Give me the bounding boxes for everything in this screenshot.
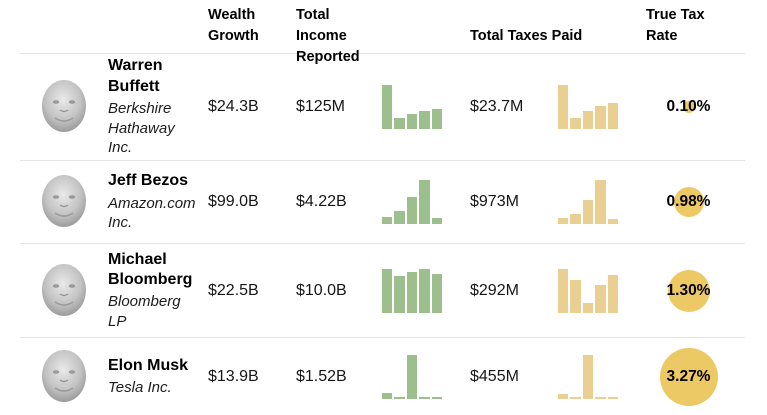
sparkline-bar bbox=[570, 396, 581, 399]
sparkline-bar bbox=[607, 218, 619, 224]
sparkline-bar bbox=[558, 217, 569, 224]
income-reported-value: $4.22B bbox=[296, 193, 347, 210]
portrait-photo-icon bbox=[42, 175, 86, 227]
wealth-growth-value: $99.0B bbox=[208, 193, 259, 210]
taxes-sparkline-chart bbox=[558, 180, 619, 224]
wealth-growth-value: $13.9B bbox=[208, 367, 259, 385]
wealth-growth-value: $22.5B bbox=[208, 281, 259, 299]
true-tax-rate-value: 0.98% bbox=[666, 193, 711, 210]
sparkline-bar bbox=[431, 109, 443, 129]
sparkline-bar bbox=[607, 102, 619, 129]
wealth-growth-value: $24.3B bbox=[208, 98, 259, 115]
income-reported-value: $125M bbox=[296, 98, 345, 115]
sparkline-bar bbox=[382, 268, 393, 313]
person-name: Michael Bloomberg bbox=[108, 250, 193, 288]
sparkline-bar bbox=[595, 285, 606, 313]
company-name: Berkshire Hathaway Inc. bbox=[108, 100, 175, 157]
column-header-wealth-growth: Wealth Growth bbox=[208, 7, 259, 45]
true-tax-rate-value: 0.10% bbox=[666, 98, 711, 115]
person-name: Elon Musk bbox=[108, 356, 189, 374]
column-header-true-tax-rate: True Tax Rate bbox=[646, 7, 705, 45]
sparkline-bar bbox=[595, 180, 606, 224]
taxes-paid-value: $973M bbox=[470, 193, 519, 210]
sparkline-bar bbox=[419, 180, 430, 224]
sparkline-bar bbox=[558, 85, 569, 129]
sparkline-bar bbox=[419, 396, 430, 399]
tax-rate-circle bbox=[682, 101, 695, 113]
person-name: Jeff Bezos bbox=[108, 172, 189, 190]
taxes-paid-value: $23.7M bbox=[470, 98, 524, 115]
column-header-total-income: Total Income Reported bbox=[296, 7, 360, 66]
income-sparkline-chart bbox=[382, 354, 443, 399]
table-row: Michael Bloomberg Bloomberg LP $22.5B $1… bbox=[20, 243, 745, 337]
taxes-sparkline-chart bbox=[558, 268, 619, 313]
income-reported-value: $1.52B bbox=[296, 367, 347, 385]
company-name: Bloomberg LP bbox=[108, 293, 181, 330]
sparkline-bar bbox=[394, 210, 405, 224]
sparkline-bar bbox=[582, 354, 594, 399]
avatar bbox=[20, 76, 108, 138]
table-row: Jeff Bezos Amazon.com Inc. $99.0B $4.22B… bbox=[20, 160, 745, 243]
person-name: Warren Buffett bbox=[108, 57, 163, 95]
sparkline-bar bbox=[570, 118, 581, 129]
tax-rate-circle bbox=[667, 269, 710, 312]
sparkline-bar bbox=[431, 218, 443, 224]
sparkline-bar bbox=[419, 268, 430, 313]
table-row: Warren Buffett Berkshire Hathaway Inc. $… bbox=[20, 53, 745, 160]
company-name: Amazon.com Inc. bbox=[108, 194, 196, 232]
sparkline-bar bbox=[394, 118, 405, 129]
sparkline-bar bbox=[607, 275, 619, 313]
sparkline-bar bbox=[406, 271, 418, 313]
sparkline-bar bbox=[394, 396, 405, 399]
true-tax-rate-value: 3.27% bbox=[666, 367, 711, 385]
sparkline-bar bbox=[394, 275, 405, 313]
sparkline-bar bbox=[582, 111, 594, 129]
sparkline-bar bbox=[558, 268, 569, 313]
column-header-total-taxes: Total Taxes Paid bbox=[470, 28, 583, 45]
table-row: Elon Musk Tesla Inc. $13.9B $1.52B $455M… bbox=[20, 337, 745, 415]
tax-rate-circle bbox=[659, 347, 718, 406]
sparkline-bar bbox=[595, 396, 606, 399]
taxes-sparkline-chart bbox=[558, 354, 619, 399]
sparkline-bar bbox=[419, 111, 430, 129]
sparkline-bar bbox=[406, 196, 418, 224]
sparkline-bar bbox=[607, 396, 619, 399]
income-sparkline-chart bbox=[382, 85, 443, 129]
sparkline-bar bbox=[582, 302, 594, 313]
taxes-sparkline-chart bbox=[558, 85, 619, 129]
sparkline-bar bbox=[406, 354, 418, 399]
portrait-photo-icon bbox=[42, 263, 86, 316]
avatar bbox=[20, 346, 108, 408]
sparkline-bar bbox=[570, 214, 581, 224]
taxes-paid-value: $292M bbox=[470, 281, 519, 299]
tax-rate-circle bbox=[673, 187, 704, 217]
table-header: Wealth Growth Total Income Reported Tota… bbox=[20, 0, 745, 65]
sparkline-bar bbox=[570, 279, 581, 313]
portrait-photo-icon bbox=[42, 349, 86, 402]
avatar bbox=[20, 171, 108, 233]
portrait-photo-icon bbox=[42, 80, 86, 132]
sparkline-bar bbox=[382, 85, 393, 129]
sparkline-bar bbox=[431, 396, 443, 399]
income-sparkline-chart bbox=[382, 180, 443, 224]
sparkline-bar bbox=[382, 217, 393, 224]
sparkline-bar bbox=[431, 274, 443, 313]
avatar bbox=[20, 260, 108, 322]
sparkline-bar bbox=[595, 106, 606, 129]
sparkline-bar bbox=[382, 393, 393, 399]
sparkline-bar bbox=[558, 394, 569, 399]
income-reported-value: $10.0B bbox=[296, 281, 347, 299]
sparkline-bar bbox=[406, 114, 418, 129]
sparkline-bar bbox=[582, 199, 594, 224]
company-name: Tesla Inc. bbox=[108, 378, 172, 396]
income-sparkline-chart bbox=[382, 268, 443, 313]
true-tax-rate-value: 1.30% bbox=[666, 281, 711, 299]
taxes-paid-value: $455M bbox=[470, 367, 519, 385]
